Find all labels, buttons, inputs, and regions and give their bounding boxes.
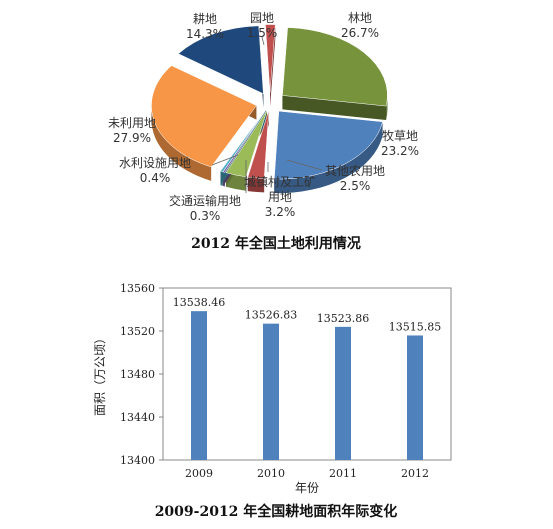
pie-chart-title: 2012 年全国土地利用情况 (191, 235, 361, 252)
bar-data-label: 13526.83 (245, 309, 298, 322)
pie-label-value: 14.3% (186, 27, 224, 41)
pie-slice (282, 27, 388, 107)
x-tick-label: 2010 (257, 467, 285, 480)
pie-slice-side (274, 121, 383, 194)
pie-label-name: 园地 (250, 11, 274, 25)
pie-leader-line (286, 159, 323, 171)
y-tick-label: 13560 (120, 282, 155, 295)
pie-label-name: 牧草地 (382, 129, 418, 143)
pie-leader-lines (211, 36, 323, 193)
pie-slice (247, 110, 270, 179)
bar (407, 335, 423, 460)
x-axis-ticks: 2009 2010 2011 2012 (185, 467, 429, 480)
x-axis-label: 年份 (295, 481, 319, 495)
pie-slice-side (151, 105, 212, 181)
pie-slice (177, 25, 264, 95)
bar-data-label: 13523.86 (317, 312, 370, 325)
pie-label-value: 0.4% (140, 171, 171, 185)
y-tick-label: 13480 (120, 368, 155, 381)
bars: 13538.46 13526.83 13523.86 13515.85 (173, 296, 442, 460)
pie-label-name: 交通运输用地 (169, 193, 241, 208)
pie-label-name: 林地 (348, 11, 372, 25)
bar (191, 311, 207, 460)
bar-data-label: 13515.85 (389, 320, 442, 333)
pie-slice-wall (282, 95, 387, 121)
plot-area (162, 287, 452, 461)
pie-label-name: 其他农用地 (325, 164, 385, 178)
pie-label-value: 3.2% (265, 205, 296, 219)
x-tick-label: 2012 (401, 467, 429, 480)
pie-label-name: 水利设施用地 (119, 156, 191, 170)
pie-slice (151, 65, 257, 168)
pie-slice (274, 110, 383, 180)
y-tick-label: 13440 (120, 411, 155, 424)
pie-slice (265, 24, 276, 93)
bar (335, 326, 351, 460)
pie-slice-side (247, 177, 265, 193)
pie-label-name: 耕地 (193, 11, 217, 26)
x-tick-label: 2009 (185, 467, 213, 480)
y-tick-label: 13520 (120, 325, 155, 338)
pie-leader-line (261, 36, 265, 46)
y-axis-ticks: 13400 13440 13480 13520 13560 (120, 282, 163, 467)
pie-label-value: 0.3% (190, 209, 221, 223)
pie-slices (151, 24, 388, 194)
pie-label-value: 23.2% (381, 144, 419, 158)
pie-label-value: 2.5% (340, 179, 371, 193)
bar-data-label: 13538.46 (173, 296, 226, 309)
pie-label-name: 城镇村及工矿用地 (244, 175, 316, 204)
pie-slice (220, 109, 267, 173)
bar-chart: 13400 13440 13480 13520 13560 13538.46 13526.… (93, 282, 452, 520)
bar (263, 323, 279, 460)
pie-label-value: 26.7% (341, 26, 379, 40)
pie-label-name: 未利用地 (108, 116, 156, 130)
pie-leader-line (211, 154, 239, 166)
pie-label-value: 1.5% (247, 26, 278, 40)
y-tick-label: 13400 (120, 454, 155, 467)
y-axis-label: 面积（万公顷） (93, 332, 107, 416)
bar-chart-title: 2009-2012 年全国耕地面积年际变化 (155, 503, 398, 520)
pie-label-value: 27.9% (113, 131, 151, 145)
x-tick-label: 2011 (329, 467, 357, 480)
pie-slice-wall (270, 24, 276, 107)
